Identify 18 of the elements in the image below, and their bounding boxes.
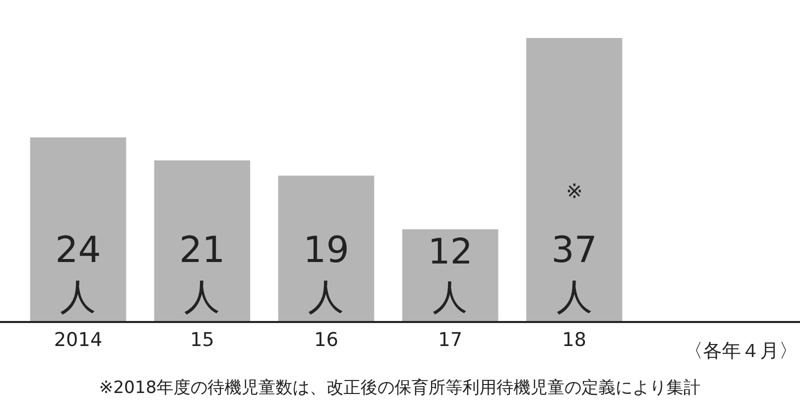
bar — [526, 38, 622, 321]
x-tick-label: 16 — [314, 328, 338, 351]
x-tick-label: 18 — [562, 328, 586, 351]
x-tick-label: 17 — [438, 328, 462, 351]
annotation: ※ — [566, 179, 583, 203]
x-tick-label: 2014 — [54, 328, 102, 351]
bar — [30, 137, 126, 321]
x-axis-title: 〈各年４月〉 — [684, 340, 798, 362]
text: ※2018年度の待機児童数は、改正後の保育所等利用待機児童の定義により集計 — [99, 378, 701, 398]
data-label: 12 人 — [428, 231, 473, 318]
data-label: 24 人 — [55, 230, 102, 318]
data-label: 19 人 — [303, 230, 350, 318]
bar — [402, 229, 498, 321]
x-tick-label: 15 — [190, 328, 214, 351]
data-label: 37 人 — [551, 230, 598, 318]
bar — [278, 176, 374, 321]
bar — [154, 160, 250, 321]
data-label: 21 人 — [179, 230, 226, 318]
